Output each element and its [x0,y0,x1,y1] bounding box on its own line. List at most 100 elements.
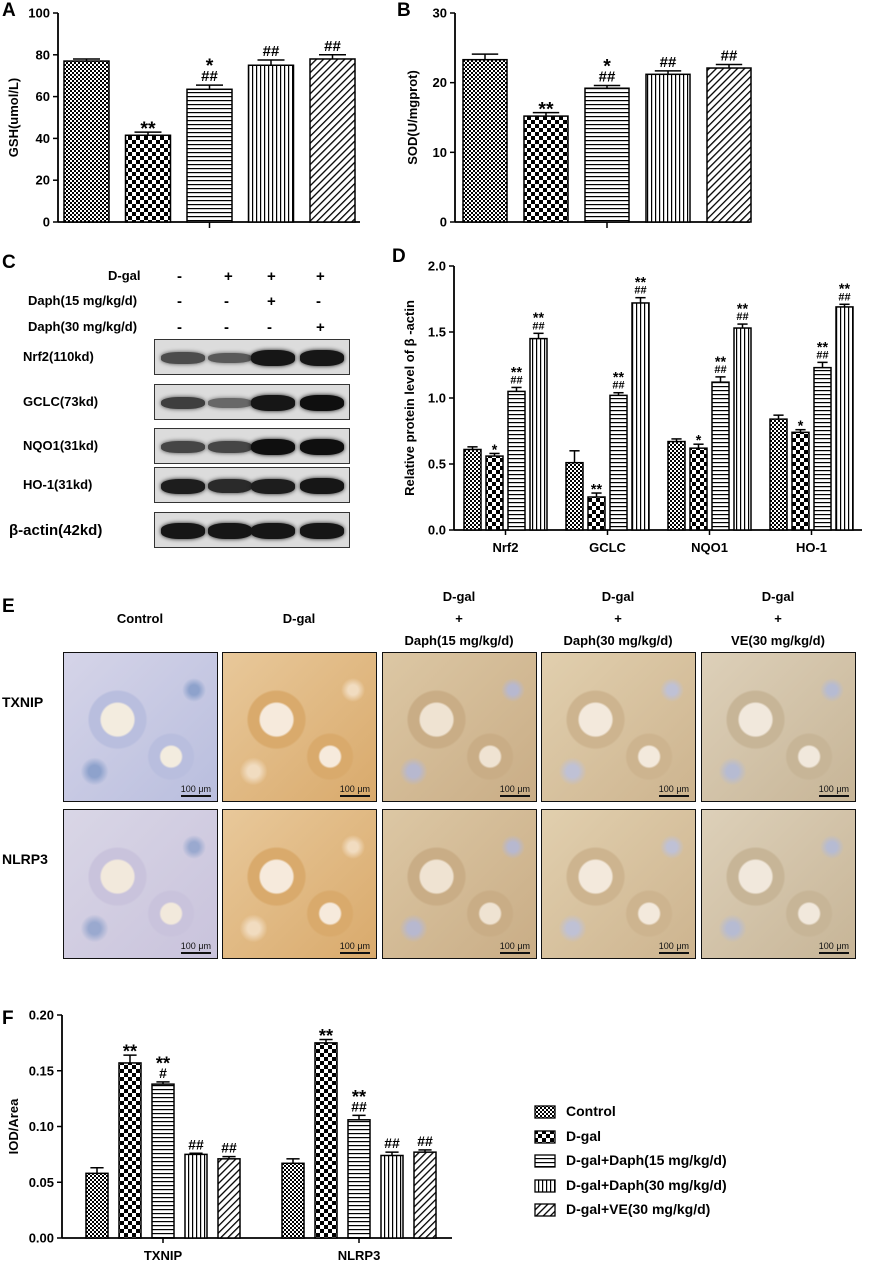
panel-label-e: E [2,596,15,617]
x-tick-label: NQO1 [691,540,728,555]
histology-image: 100 μm [701,652,856,802]
blot-band [300,350,344,366]
blot-band [208,523,252,539]
significance-label: ** [319,1026,334,1046]
x-tick-label: GCLC [589,540,626,555]
x-tick-label: TXNIP [144,1248,183,1263]
bar [835,306,854,531]
x-tick-label: NLRP3 [338,1248,381,1263]
significance-label: ## [221,1140,237,1156]
blot-band [300,395,344,411]
legend-swatch [534,1203,556,1217]
significance-label: ## [838,291,850,303]
y-tick-label: 30 [433,6,447,21]
condition-label-dgal: D-gal [108,268,141,283]
histology-image: 100 μm [63,809,218,959]
blot-strip [154,339,350,375]
blot-band [208,398,252,408]
bar [507,390,526,531]
bar [813,366,832,531]
condition-mark: + [267,293,276,310]
bar [413,1151,437,1239]
panel-label-d: D [392,246,406,267]
y-tick-label: 0.0 [428,523,446,538]
y-tick-label: 20 [433,75,447,90]
bar [769,418,788,531]
bar [380,1154,404,1239]
bar [217,1158,241,1239]
significance-label: ** [613,370,625,386]
bar [733,327,752,531]
panel-label-a: A [2,0,16,21]
y-tick-label: 0.10 [29,1119,54,1134]
bar [667,440,686,531]
y-tick-label: 1.5 [428,325,446,340]
y-tick-label: 20 [36,173,50,188]
condition-label-daph15: Daph(15 mg/kg/d) [28,293,138,308]
bar [529,337,548,531]
histology-image: 100 μm [541,809,696,959]
significance-label: ## [714,364,726,376]
bar [584,87,630,223]
scale-bar: 100 μm [659,941,689,954]
significance-label: ## [721,48,738,65]
protein-label: HO-1(31kd) [23,477,93,492]
y-tick-label: 40 [36,131,50,146]
blot-strip [154,384,350,420]
y-axis-label: GSH(umol/L) [6,78,21,157]
histology-image: 100 μm [382,652,537,802]
y-tick-label: 100 [28,6,50,21]
legend-label: D-gal+VE(30 mg/kg/d) [566,1201,711,1217]
bar [587,496,606,531]
condition-mark: + [224,268,233,285]
condition-mark: - [177,268,182,285]
scale-bar: 100 μm [340,941,370,954]
significance-label: ** [839,282,851,298]
legend-swatch [534,1105,556,1119]
significance-label: ## [510,374,522,386]
blot-strip [154,512,350,548]
bar [463,448,482,531]
bar [609,394,628,531]
scale-bar: 100 μm [340,784,370,797]
y-tick-label: 0.5 [428,457,446,472]
bar [631,302,650,531]
bar [63,60,110,223]
bar [309,58,356,223]
y-tick-label: 10 [433,145,447,160]
blot-band [208,479,252,493]
significance-label: ** [123,1041,138,1061]
bar [485,455,504,531]
protein-level-bar-chart: 0.0 0.5 1.0 1.5 2.0 Relative protein level of… [402,259,862,555]
significance-label: # [159,1065,167,1081]
significance-label: ** [715,354,727,370]
blot-band [161,352,205,364]
panel-label-b: B [397,0,411,21]
protein-label: NQO1(31kd) [23,438,99,453]
legend-label: D-gal+Daph(30 mg/kg/d) [566,1177,727,1193]
significance-label: ** [140,118,156,140]
bar [124,134,172,223]
blot-band [251,523,295,539]
significance-label: ## [384,1135,400,1151]
significance-label: ** [737,301,749,317]
condition-mark: - [267,319,272,336]
blot-band [251,439,295,455]
column-header: D-gal + Daph(30 mg/kg/d) [563,589,673,648]
legend-label: D-gal+Daph(15 mg/kg/d) [566,1152,727,1168]
protein-label: β-actin(42kd) [9,522,103,539]
condition-mark: + [316,268,325,285]
significance-label: * [696,433,702,449]
blot-band [161,396,205,410]
y-tick-label: 60 [36,89,50,104]
y-tick-label: 0.20 [29,1008,54,1023]
significance-label: ## [660,54,677,71]
y-tick-label: 0.15 [29,1063,54,1078]
column-header: D-gal + VE(30 mg/kg/d) [731,589,825,648]
row-label-txnip: TXNIP [2,694,44,710]
bar [314,1042,338,1239]
blot-strip [154,467,350,503]
histology-image: 100 μm [222,809,377,959]
